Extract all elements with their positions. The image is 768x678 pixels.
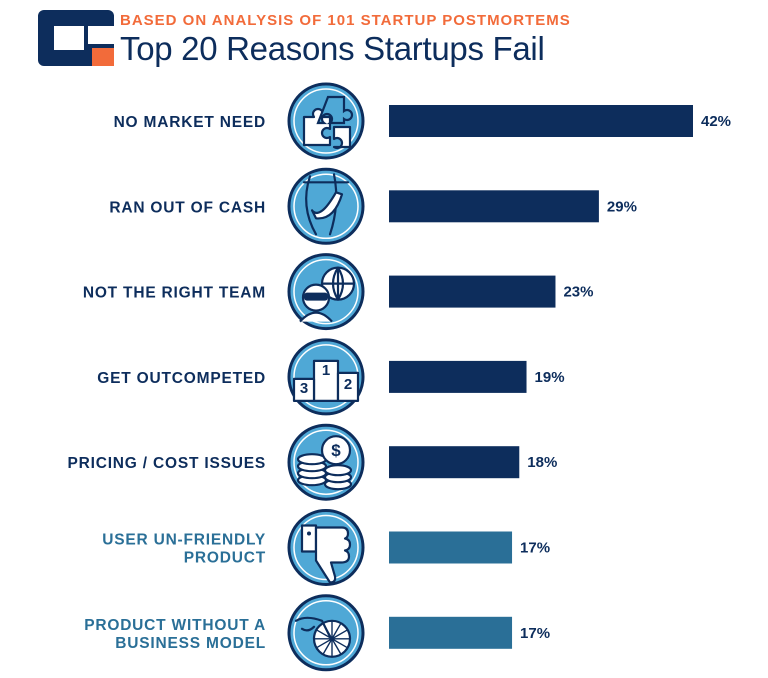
puzzle-icon: [287, 82, 365, 160]
category-label: NO MARKET NEED: [114, 114, 266, 131]
category-label: USER UN-FRIENDLY: [102, 532, 266, 549]
value-label: 29%: [607, 198, 637, 215]
bar: [389, 616, 513, 649]
empty-pocket-icon: [287, 167, 365, 245]
podium-icon: 12 3: [287, 338, 365, 416]
podium-digit-1: 1: [322, 362, 330, 379]
header-kicker: BASED ON ANALYSIS OF 101 STARTUP POSTMOR…: [120, 12, 571, 29]
value-label: 19%: [535, 369, 565, 386]
category-label: BUSINESS MODEL: [115, 635, 266, 652]
value-label: 17%: [520, 625, 550, 642]
category-label: PRODUCT: [184, 550, 266, 567]
bar: [389, 105, 693, 137]
value-label: 42%: [701, 113, 731, 130]
value-label: 18%: [527, 454, 557, 471]
page-title: Top 20 Reasons Startups Fail: [120, 30, 545, 67]
bar: [389, 190, 599, 223]
category-label: NOT THE RIGHT TEAM: [83, 285, 266, 302]
bar: [389, 275, 556, 308]
category-label: PRODUCT WITHOUT A: [84, 617, 266, 634]
bar: [389, 446, 520, 479]
value-label: 23%: [563, 284, 593, 301]
podium-digit-2: 2: [344, 376, 352, 393]
category-label: GET OUTCOMPETED: [97, 370, 266, 387]
thumbs-down-icon: [287, 509, 365, 586]
coins-icon: $: [287, 423, 365, 501]
svg-text:$: $: [331, 441, 341, 460]
unicycle-icon: [287, 594, 365, 672]
value-label: 17%: [520, 540, 550, 557]
category-label: RAN OUT OF CASH: [109, 199, 266, 216]
bar: [389, 360, 527, 393]
bar: [389, 531, 513, 564]
podium-digit-3: 3: [300, 380, 308, 397]
team-icon: [287, 253, 365, 331]
logo-icon: [38, 10, 114, 66]
category-label: PRICING / COST ISSUES: [67, 455, 266, 472]
